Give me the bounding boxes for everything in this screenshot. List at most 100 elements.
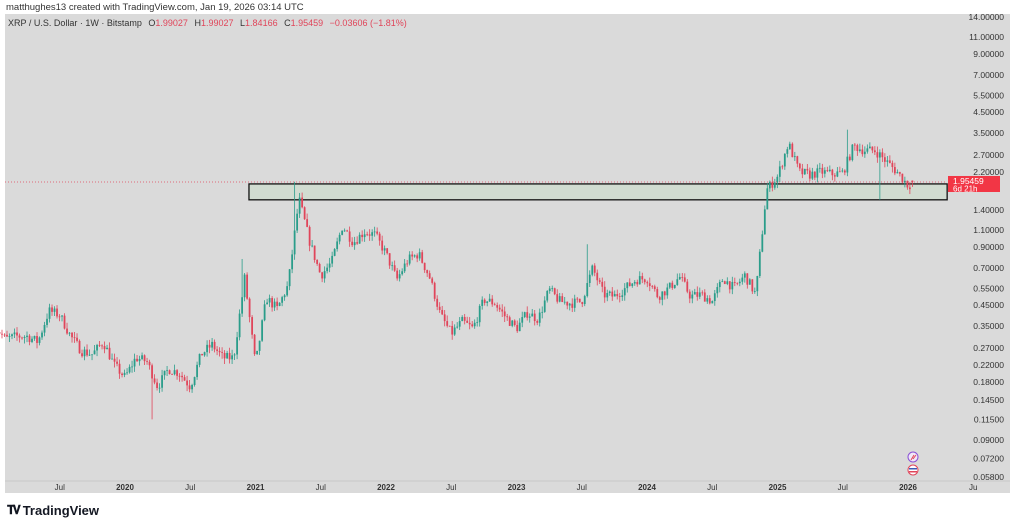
candle-body xyxy=(51,307,53,312)
candle-body xyxy=(793,156,796,158)
candle-body xyxy=(11,334,13,337)
candle-body xyxy=(731,281,734,290)
candle-body xyxy=(696,292,699,297)
candle xyxy=(898,171,901,177)
candle xyxy=(266,298,269,305)
candle xyxy=(136,355,138,362)
candle xyxy=(823,167,826,178)
candle xyxy=(458,317,461,331)
candle xyxy=(848,154,851,162)
candle-body xyxy=(821,167,824,174)
chart-panel[interactable] xyxy=(5,14,1010,493)
candle-body xyxy=(401,271,404,275)
candle-body xyxy=(153,378,156,383)
y-tick-label: 0.70000 xyxy=(973,263,1004,273)
candle-body xyxy=(876,152,879,158)
candle-body xyxy=(896,172,899,174)
candle-body xyxy=(363,234,366,238)
candle-body xyxy=(673,284,676,288)
candle xyxy=(428,270,431,280)
candle xyxy=(821,163,824,179)
candle-body xyxy=(796,156,799,164)
candle xyxy=(378,231,381,246)
us-flag-icon xyxy=(907,464,919,476)
candle-body xyxy=(768,181,771,189)
candle-body xyxy=(408,254,411,264)
candle-body xyxy=(438,306,441,310)
candle xyxy=(246,272,249,300)
candle-body xyxy=(468,322,471,325)
candle-body xyxy=(73,337,76,339)
candle xyxy=(538,308,541,327)
candle-body xyxy=(653,286,656,290)
candle-body xyxy=(688,291,691,299)
candle-body xyxy=(546,291,549,301)
candle-body xyxy=(191,385,193,390)
candle-body xyxy=(491,298,494,305)
bar-countdown: 6d 21h xyxy=(953,184,977,193)
x-tick-label: Jul xyxy=(185,483,195,492)
candle xyxy=(763,205,766,235)
candle xyxy=(403,259,406,273)
candle xyxy=(373,226,376,237)
candle xyxy=(383,245,386,256)
candle-body xyxy=(553,288,556,295)
candle-body xyxy=(638,276,641,285)
candle-body xyxy=(106,347,108,350)
candle xyxy=(301,192,304,209)
candle-body xyxy=(513,320,516,325)
candle xyxy=(608,290,611,296)
candle xyxy=(451,320,454,340)
candle xyxy=(598,277,601,284)
candle xyxy=(651,285,654,289)
candle xyxy=(553,287,556,296)
y-tick-label: 1.40000 xyxy=(973,205,1004,215)
y-tick-label: 0.05800 xyxy=(973,472,1004,482)
candle-body xyxy=(606,293,609,298)
candle xyxy=(438,302,441,313)
candle xyxy=(456,322,459,329)
candle xyxy=(876,146,879,163)
candle xyxy=(398,269,401,282)
candle xyxy=(806,163,809,175)
candle-body xyxy=(776,176,779,183)
candle-body xyxy=(826,170,829,172)
candle-body xyxy=(823,170,826,174)
candle xyxy=(688,289,691,304)
support-zone-rectangle[interactable] xyxy=(248,183,948,201)
candle-body xyxy=(856,145,859,151)
y-tick-label: 9.00000 xyxy=(973,49,1004,59)
candle-body xyxy=(498,307,501,310)
candle-body xyxy=(86,349,88,356)
candle-body xyxy=(636,281,639,285)
candle-body xyxy=(318,263,321,273)
candle-body xyxy=(1,333,3,335)
candle xyxy=(903,176,906,188)
candle xyxy=(76,333,78,343)
candle xyxy=(868,142,871,149)
candle xyxy=(321,271,324,283)
candle xyxy=(366,231,369,237)
candle xyxy=(801,163,804,179)
candle xyxy=(628,278,631,287)
candle-body xyxy=(226,352,228,359)
candle-body xyxy=(911,180,914,182)
candle-body xyxy=(426,270,429,274)
candle-body xyxy=(203,352,206,356)
candle xyxy=(183,374,186,381)
candle xyxy=(853,142,856,151)
candle-body xyxy=(288,269,291,287)
x-tick-label: 2022 xyxy=(377,483,395,492)
candle xyxy=(783,153,786,170)
candle-body xyxy=(588,274,591,284)
candle xyxy=(593,263,596,277)
candle-body xyxy=(711,301,714,304)
candle xyxy=(186,375,188,392)
candle-body xyxy=(308,226,311,246)
candle-body xyxy=(271,298,274,308)
candle-body xyxy=(293,230,296,255)
candle-body xyxy=(66,328,68,334)
candle-body xyxy=(678,276,681,280)
candle xyxy=(476,317,479,327)
